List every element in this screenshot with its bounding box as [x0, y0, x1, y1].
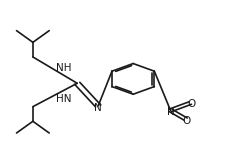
- Text: O: O: [187, 100, 196, 110]
- Text: HN: HN: [56, 94, 72, 104]
- Text: O: O: [183, 116, 191, 126]
- Text: N: N: [167, 107, 174, 117]
- Text: N: N: [94, 103, 102, 113]
- Text: NH: NH: [56, 63, 72, 73]
